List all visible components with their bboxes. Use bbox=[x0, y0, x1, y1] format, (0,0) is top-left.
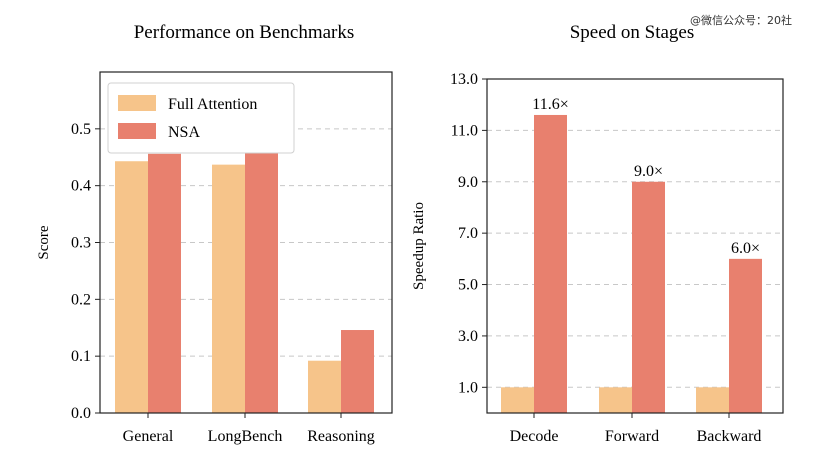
bar-full-attention-general bbox=[115, 161, 148, 413]
bar-full-attention-forward bbox=[599, 387, 632, 413]
bar-nsa-longbench bbox=[245, 146, 278, 413]
legend bbox=[107, 82, 295, 154]
x-tick-label: General bbox=[123, 428, 174, 445]
y-tick-label: 5.0 bbox=[458, 277, 478, 294]
y-tick-label: 1.0 bbox=[458, 379, 478, 396]
chart-title: Performance on Benchmarks bbox=[134, 22, 355, 43]
x-tick-label: LongBench bbox=[208, 428, 283, 445]
y-axis-label: Score bbox=[36, 225, 52, 259]
legend-label: NSA bbox=[168, 124, 200, 141]
y-tick-label: 11.0 bbox=[451, 122, 478, 139]
y-tick-label: 0.1 bbox=[71, 348, 91, 365]
data-label: 11.6× bbox=[532, 96, 568, 113]
y-tick-label: 13.0 bbox=[450, 71, 478, 88]
data-label: 6.0× bbox=[731, 240, 760, 257]
bar-nsa-reasoning bbox=[341, 330, 374, 413]
y-tick-label: 9.0 bbox=[458, 174, 478, 191]
legend-label: Full Attention bbox=[168, 96, 257, 113]
y-tick-label: 3.0 bbox=[458, 328, 478, 345]
bar-nsa-forward bbox=[632, 181, 665, 413]
x-tick-label: Reasoning bbox=[307, 428, 375, 445]
y-tick-label: 0.4 bbox=[71, 178, 91, 195]
bar-nsa-decode bbox=[534, 114, 567, 413]
bar-full-attention-decode bbox=[501, 387, 534, 413]
y-tick-label: 0.0 bbox=[71, 405, 91, 422]
bar-nsa-backward bbox=[729, 258, 762, 413]
plot-frame bbox=[486, 78, 784, 414]
x-tick-label: Decode bbox=[510, 428, 559, 445]
x-tick-label: Backward bbox=[697, 428, 762, 445]
bar-full-attention-longbench bbox=[212, 164, 245, 413]
bar-full-attention-backward bbox=[696, 387, 729, 413]
bar-nsa-general bbox=[148, 153, 181, 413]
y-tick-label: 0.5 bbox=[71, 121, 91, 138]
data-label: 9.0× bbox=[634, 163, 663, 180]
y-tick-label: 0.3 bbox=[71, 235, 91, 252]
y-axis-label: Speedup Ratio bbox=[411, 202, 427, 290]
chart-title: Speed on Stages bbox=[570, 22, 695, 43]
legend-swatch-nsa bbox=[118, 123, 156, 139]
legend-swatch-full-attention bbox=[118, 95, 156, 111]
x-tick-label: Forward bbox=[605, 428, 659, 445]
y-tick-label: 7.0 bbox=[458, 225, 478, 242]
plot-frame bbox=[99, 71, 393, 414]
watermark: @微信公众号：20社 bbox=[690, 14, 792, 27]
bar-full-attention-reasoning bbox=[308, 360, 341, 413]
y-tick-label: 0.2 bbox=[71, 291, 91, 308]
